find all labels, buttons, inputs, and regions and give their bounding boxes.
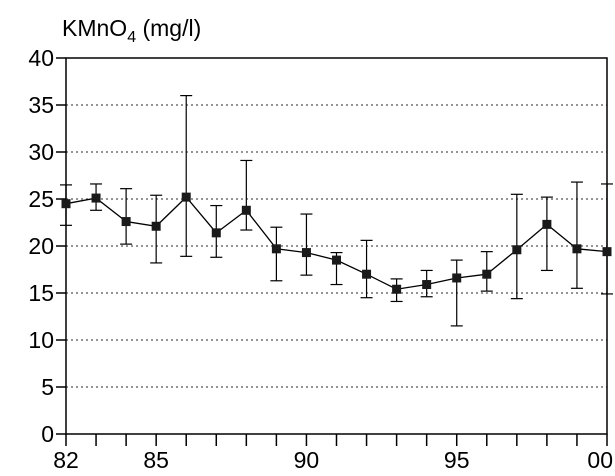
data-point-82: [61, 199, 71, 209]
y-tick-label-0: 0: [41, 421, 54, 447]
data-point-83: [91, 193, 101, 203]
data-point-98: [542, 219, 552, 229]
data-point-88: [241, 205, 251, 215]
data-point-97: [512, 245, 522, 255]
y-tick-label-15: 15: [28, 280, 54, 306]
error-bars: [60, 94, 613, 327]
y-tick-label-30: 30: [28, 139, 54, 165]
y-axis-ticks: 0 5 10 15 20 25 30 35 40: [28, 45, 66, 447]
data-point-94: [422, 280, 432, 290]
x-tick-label-82: 82: [53, 447, 79, 473]
x-axis-ticks: 82 85 90 95 00: [53, 434, 613, 473]
x-tick-label-00: 00: [587, 447, 613, 473]
y-axis-label-subscript: 4: [127, 29, 136, 46]
y-axis-label-unit: (mg/l): [136, 15, 201, 41]
data-point-90: [301, 248, 311, 258]
data-points: [61, 192, 612, 294]
x-tick-label-95: 95: [444, 447, 470, 473]
y-axis-label: KMnO4 (mg/l): [62, 15, 201, 46]
y-axis-label-base: KMnO: [62, 15, 127, 41]
data-point-92: [362, 269, 372, 279]
data-point-99: [572, 244, 582, 254]
data-point-100: [602, 247, 612, 257]
grid-lines: [66, 104, 607, 388]
data-point-89: [271, 244, 281, 254]
y-tick-label-10: 10: [28, 327, 54, 353]
data-point-85: [151, 221, 161, 231]
y-tick-label-25: 25: [28, 186, 54, 212]
data-point-91: [332, 255, 341, 265]
y-tick-label-20: 20: [28, 233, 54, 259]
x-tick-label-85: 85: [143, 447, 169, 473]
svg-text:KMnO4 (mg/l): KMnO4 (mg/l): [62, 15, 201, 46]
y-tick-label-40: 40: [28, 45, 54, 71]
data-point-87: [211, 228, 221, 238]
data-point-93: [392, 284, 402, 294]
data-point-86: [181, 192, 191, 202]
x-tick-label-90: 90: [294, 447, 320, 473]
data-point-84: [121, 217, 131, 227]
y-tick-label-5: 5: [41, 374, 54, 400]
data-point-95: [452, 273, 462, 283]
data-point-96: [482, 269, 492, 279]
y-tick-label-35: 35: [28, 92, 54, 118]
